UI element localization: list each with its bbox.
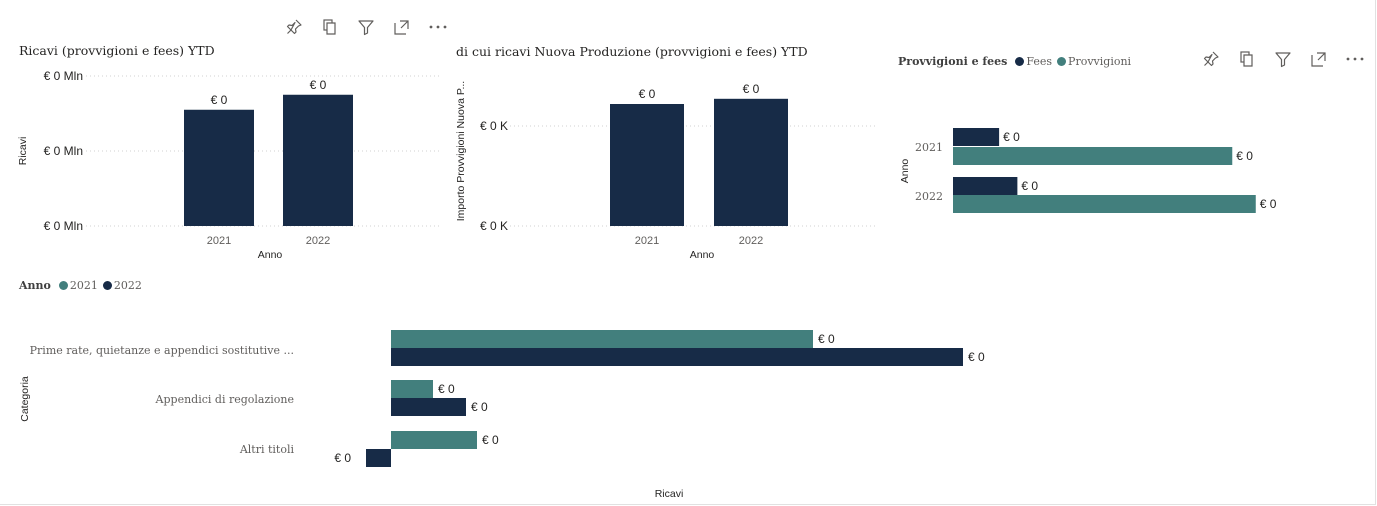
chart2-bar[interactable] bbox=[610, 104, 684, 226]
y-axis-title: Importo Provvigioni Nuova P... bbox=[455, 81, 467, 221]
legend-item-provvigioni[interactable]: Provvigioni bbox=[1057, 55, 1131, 68]
focus-mode-icon[interactable] bbox=[1307, 47, 1330, 70]
legend-dot-icon bbox=[58, 281, 68, 290]
visual-toolbar-3 bbox=[1199, 47, 1366, 70]
legend-label: 2021 bbox=[69, 279, 98, 292]
chart2-data-label: € 0 bbox=[743, 82, 760, 96]
filter-icon[interactable] bbox=[1271, 47, 1294, 70]
chart4-data-label: € 0 bbox=[438, 382, 455, 396]
pin-icon[interactable] bbox=[282, 15, 305, 38]
copy-icon[interactable] bbox=[1235, 47, 1258, 70]
x-axis-title: Anno bbox=[690, 249, 715, 261]
focus-mode-icon[interactable] bbox=[390, 15, 413, 38]
chart1-data-label: € 0 bbox=[310, 78, 327, 92]
legend-label: Fees bbox=[1026, 55, 1053, 68]
y-tick-label: € 0 Mln bbox=[44, 69, 83, 83]
pin-icon[interactable] bbox=[1199, 47, 1222, 70]
legend-dot-icon bbox=[1015, 57, 1025, 66]
legend-label: Provvigioni bbox=[1068, 55, 1132, 68]
legend-item-2022[interactable]: 2022 bbox=[102, 279, 142, 292]
x-tick-label: 2022 bbox=[306, 235, 330, 247]
more-options-icon[interactable] bbox=[1343, 47, 1366, 70]
legend-item-fees[interactable]: Fees bbox=[1015, 55, 1052, 68]
chart3-data-label: € 0 bbox=[1021, 179, 1038, 193]
chart2-bar[interactable] bbox=[714, 98, 788, 226]
chart3-svg: 2021 € 0 € 0 2022 € 0 € 0 Anno bbox=[899, 128, 1277, 213]
y-axis-title: Categoria bbox=[19, 376, 31, 422]
legend-dot-icon bbox=[102, 281, 112, 290]
legend-item-2021[interactable]: 2021 bbox=[58, 279, 98, 292]
y-tick-label: € 0 K bbox=[480, 219, 508, 233]
x-tick-label: 2021 bbox=[207, 235, 231, 247]
legend-label: 2022 bbox=[113, 279, 142, 292]
chart3-data-label: € 0 bbox=[1260, 197, 1277, 211]
chart3-bar-fees[interactable] bbox=[953, 177, 1018, 195]
chart3-data-label: € 0 bbox=[1003, 130, 1020, 144]
chart1-bar[interactable] bbox=[283, 94, 353, 226]
chart3-bar-provvigioni[interactable] bbox=[953, 147, 1233, 165]
chart4-bar-2022[interactable] bbox=[391, 348, 963, 366]
y-axis-title: Anno bbox=[899, 159, 911, 184]
chart4-bar-2021[interactable] bbox=[391, 330, 813, 348]
chart4-bar-2021[interactable] bbox=[391, 380, 433, 398]
chart1-bar[interactable] bbox=[184, 109, 254, 226]
chart1-data-label: € 0 bbox=[211, 93, 228, 107]
y-axis-title: Ricavi bbox=[17, 137, 29, 166]
x-tick-label: 2021 bbox=[635, 235, 659, 247]
y-tick-label: 2022 bbox=[915, 190, 943, 203]
chart3-bar-fees[interactable] bbox=[953, 128, 1000, 146]
chart4-bar-2021[interactable] bbox=[391, 431, 477, 449]
y-tick-label: Altri titoli bbox=[239, 443, 295, 456]
chart4-bar-2022[interactable] bbox=[391, 398, 466, 416]
chart3-bar-provvigioni[interactable] bbox=[953, 195, 1256, 213]
chart4-data-label: € 0 bbox=[968, 350, 985, 364]
chart1-svg: € 0 Mln € 0 Mln € 0 Mln € 0 2021 € 0 2022 Anno R… bbox=[17, 69, 440, 261]
chart4-legend-title: Anno bbox=[19, 279, 51, 292]
chart4-data-label: € 0 bbox=[818, 332, 835, 346]
chart3-legend: Provvigioni e fees Fees Provvigioni bbox=[898, 55, 1136, 68]
y-tick-label: € 0 Mln bbox=[44, 219, 83, 233]
legend-dot-icon bbox=[1057, 57, 1067, 66]
chart4-data-label: € 0 bbox=[482, 433, 499, 447]
chart4-bar-2022[interactable] bbox=[366, 449, 391, 467]
y-tick-label: 2021 bbox=[915, 141, 943, 154]
y-tick-label: € 0 Mln bbox=[44, 144, 83, 158]
visual-toolbar-1 bbox=[282, 15, 449, 38]
x-tick-label: 2022 bbox=[739, 235, 763, 247]
chart2-svg: € 0 K € 0 K € 0 2021 € 0 2022 Anno Importo Prov… bbox=[455, 81, 875, 261]
x-axis-title: Anno bbox=[258, 249, 283, 261]
chart3-data-label: € 0 bbox=[1236, 149, 1253, 163]
x-axis-title: Ricavi bbox=[655, 488, 684, 500]
chart2-data-label: € 0 bbox=[639, 87, 656, 101]
chart4-data-label: € 0 bbox=[471, 400, 488, 414]
copy-icon[interactable] bbox=[318, 15, 341, 38]
y-tick-label: € 0 K bbox=[480, 119, 508, 133]
chart2-title: di cui ricavi Nuova Produzione (provvigi… bbox=[456, 44, 808, 59]
chart4-data-label: € 0 bbox=[334, 451, 351, 465]
y-tick-label: Appendici di regolazione bbox=[155, 393, 294, 406]
filter-icon[interactable] bbox=[354, 15, 377, 38]
chart3-legend-title: Provvigioni e fees bbox=[898, 55, 1008, 68]
more-options-icon[interactable] bbox=[426, 15, 449, 38]
y-tick-label: Prime rate, quietanze e appendici sostit… bbox=[30, 344, 294, 357]
chart4-legend: Anno 2021 2022 bbox=[19, 279, 147, 292]
chart1-title: Ricavi (provvigioni e fees) YTD bbox=[19, 43, 215, 58]
chart4-svg: Prime rate, quietanze e appendici sostit… bbox=[19, 330, 985, 500]
